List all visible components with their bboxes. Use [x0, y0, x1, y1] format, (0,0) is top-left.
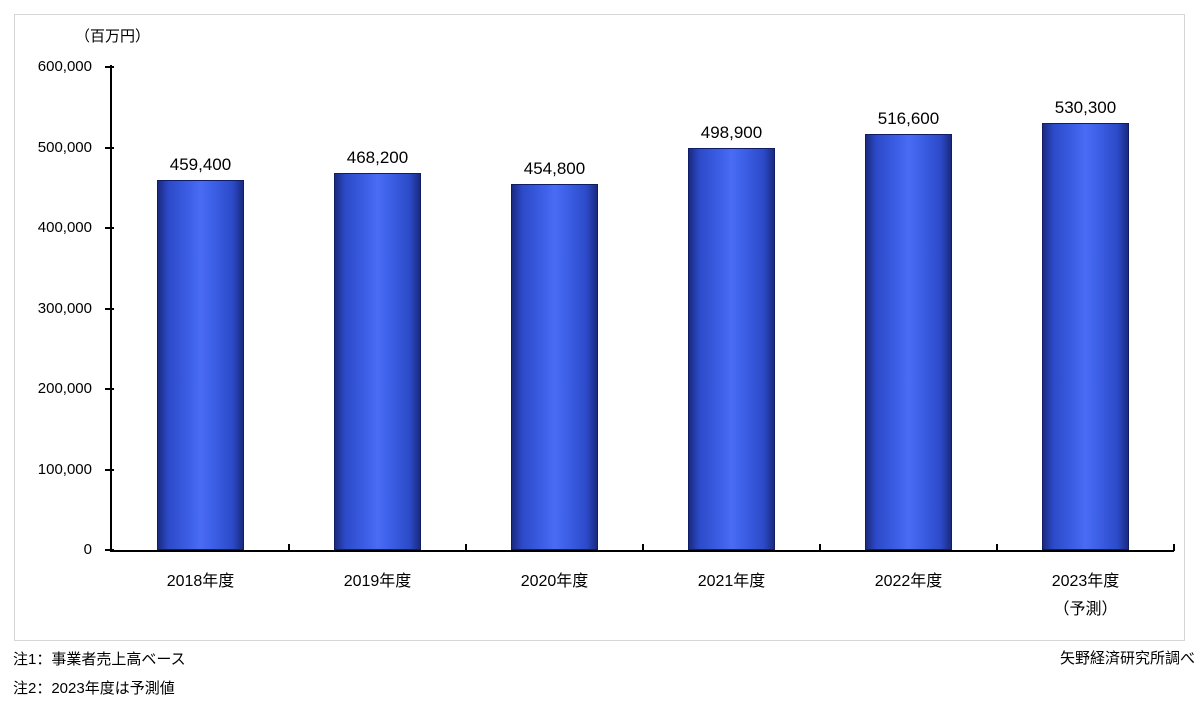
bar-value-label: 498,900	[700, 123, 763, 142]
category-label-text: 2023年度	[1051, 573, 1120, 590]
category-sublabel-text: （予測）	[1053, 601, 1118, 618]
category-label: 2018年度	[113, 568, 289, 596]
y-axis-tick-label: 200,000	[37, 380, 92, 397]
x-axis-tick-mark	[819, 544, 821, 551]
y-axis-tick-mark	[105, 146, 114, 149]
y-axis-tick-label: 400,000	[37, 219, 92, 236]
y-axis-tick-label: 100,000	[37, 460, 92, 478]
category-label-text: 2021年度	[697, 573, 766, 590]
y-axis-tick-mark	[105, 307, 114, 310]
category-label: 2020年度	[467, 568, 643, 596]
bar	[865, 134, 952, 550]
footnote-1: 注1：事業者売上高ベース	[13, 651, 186, 668]
x-axis-tick-mark	[465, 544, 467, 551]
category-label: 2022年度	[821, 568, 997, 596]
y-axis-tick-mark	[105, 66, 114, 68]
bar	[688, 148, 775, 550]
bar-value-label: 454,800	[523, 159, 586, 178]
x-axis-line	[110, 550, 1174, 552]
category-label-text: 2022年度	[874, 573, 943, 590]
bar-value-label: 516,600	[877, 109, 940, 128]
footnotes: 注1：事業者売上高ベース 注2：2023年度は予測値	[13, 645, 186, 703]
bar-value-label: 468,200	[346, 148, 409, 167]
chart-frame: （百万円） 600,000 500,000 400,000 300,000 200,00…	[14, 14, 1185, 641]
y-axis-tick-mark	[105, 468, 114, 471]
bar	[1042, 123, 1129, 550]
y-axis-tick-label: 500,000	[37, 138, 92, 156]
y-axis-tick-label: 600,000	[37, 58, 92, 75]
x-axis-tick-mark	[1173, 544, 1175, 551]
x-axis-tick-mark	[996, 544, 998, 551]
y-axis-unit-label: （百万円）	[75, 28, 151, 45]
y-axis-tick-mark	[105, 388, 114, 390]
category-label-text: 2019年度	[343, 573, 412, 590]
y-axis-tick-mark	[105, 549, 114, 551]
y-axis-tick-label: 300,000	[37, 299, 92, 317]
footnote-2: 注2：2023年度は予測値	[13, 680, 175, 697]
y-axis-tick-mark	[105, 227, 114, 229]
category-label-text: 2020年度	[520, 573, 589, 590]
bar	[511, 184, 598, 550]
category-label: 2023年度 （予測）	[998, 568, 1174, 624]
x-axis-tick-mark	[288, 544, 290, 551]
y-axis-tick-label: 0	[83, 541, 92, 558]
x-axis-tick-mark	[642, 544, 644, 551]
category-label: 2019年度	[290, 568, 466, 596]
category-label-text: 2018年度	[166, 573, 235, 590]
bar	[157, 180, 244, 550]
category-label: 2021年度	[644, 568, 820, 596]
bar-value-label: 459,400	[169, 155, 232, 174]
bar-value-label: 530,300	[1054, 98, 1117, 117]
bar	[334, 173, 421, 550]
source-attribution: 矢野経済研究所調べ	[1059, 650, 1195, 667]
